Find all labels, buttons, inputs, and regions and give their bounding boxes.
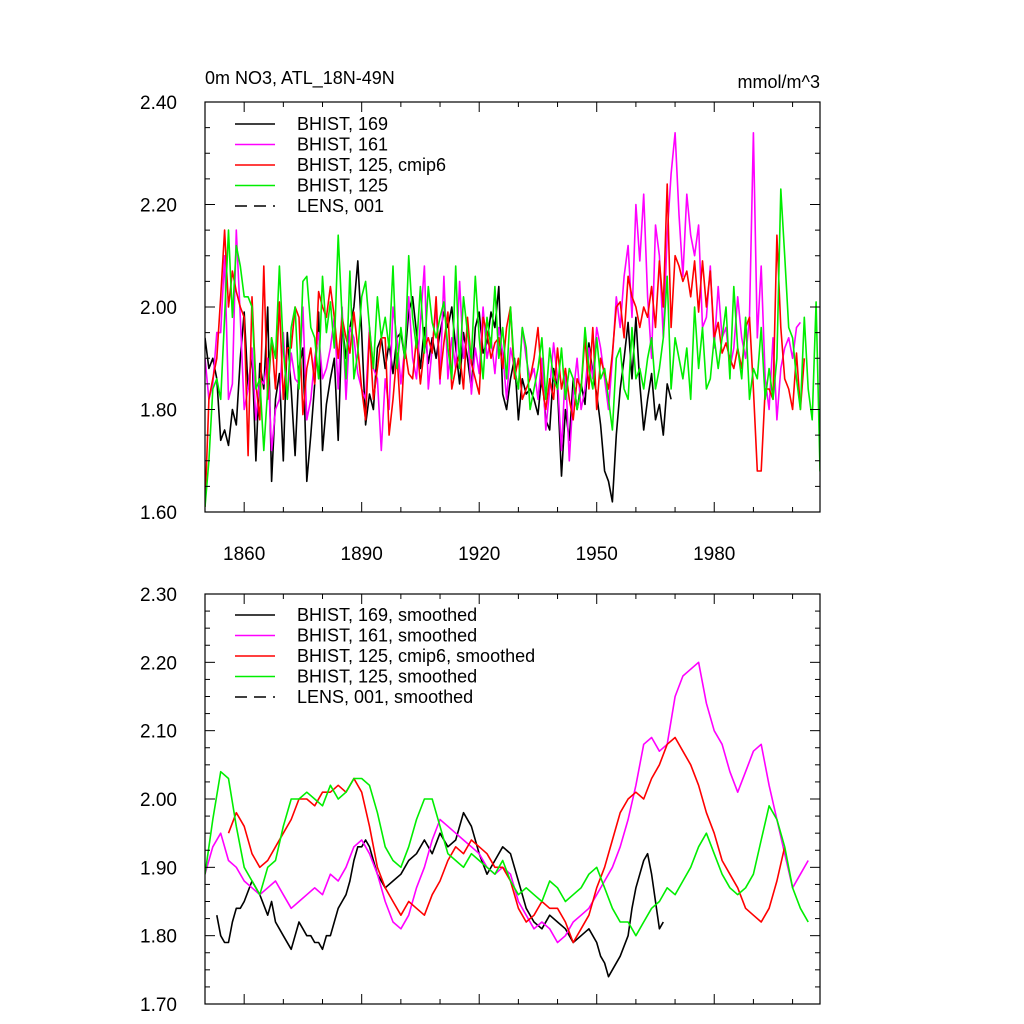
y-tick-label: 1.70 xyxy=(140,995,177,1016)
legend-entry: BHIST, 161, smoothed xyxy=(235,626,477,646)
y-tick-label: 2.00 xyxy=(140,790,177,811)
series-line-bhist-125 xyxy=(205,188,820,507)
legend-entry: BHIST, 125, cmip6, smoothed xyxy=(235,646,535,666)
x-tick-label: 1920 xyxy=(458,544,500,565)
y-tick-label: 1.60 xyxy=(140,503,177,524)
legend-entry: LENS, 001, smoothed xyxy=(235,687,473,707)
series-line-bhist-161-smoothed xyxy=(205,661,809,944)
legend-label: BHIST, 169 xyxy=(297,114,388,134)
legend-entry: BHIST, 169 xyxy=(235,114,388,134)
series-line-bhist-161 xyxy=(205,132,802,462)
legend-entry: LENS, 001 xyxy=(235,196,384,216)
legend-entry: BHIST, 169, smoothed xyxy=(235,605,477,625)
legend-label: BHIST, 125 xyxy=(297,176,388,196)
y-tick-label: 2.30 xyxy=(140,585,177,606)
y-tick-label: 1.90 xyxy=(140,858,177,879)
legend-label: BHIST, 125, cmip6 xyxy=(297,155,446,175)
series-line-bhist-125-cmip6-smoothed xyxy=(227,736,786,944)
series-group xyxy=(205,661,809,978)
top-units-label: mmol/m^3 xyxy=(738,72,820,92)
series-line-bhist-169-smoothed xyxy=(216,811,664,978)
x-tick-label: 1890 xyxy=(341,544,383,565)
legend-label: BHIST, 169, smoothed xyxy=(297,605,477,625)
legend-entry: BHIST, 125, smoothed xyxy=(235,667,477,687)
y-tick-label: 2.00 xyxy=(140,298,177,319)
x-tick-label: 1860 xyxy=(223,544,265,565)
legend-entry: BHIST, 161 xyxy=(235,135,388,155)
legend-label: LENS, 001, smoothed xyxy=(297,687,473,707)
series-group xyxy=(205,132,820,507)
x-tick-label: 1950 xyxy=(576,544,618,565)
y-tick-label: 2.20 xyxy=(140,196,177,217)
y-tick-label: 2.40 xyxy=(140,93,177,114)
legend-label: LENS, 001 xyxy=(297,196,384,216)
legend-label: BHIST, 161 xyxy=(297,135,388,155)
y-tick-label: 2.20 xyxy=(140,653,177,674)
legend-entry: BHIST, 125, cmip6 xyxy=(235,155,446,175)
legend-label: BHIST, 125, cmip6, smoothed xyxy=(297,646,535,666)
y-tick-label: 1.80 xyxy=(140,401,177,422)
y-tick-label: 2.10 xyxy=(140,722,177,743)
legend-entry: BHIST, 125 xyxy=(235,176,388,196)
y-tick-label: 1.80 xyxy=(140,927,177,948)
top-panel: 1.60 1.80 2.00 2.20 2.40 1860 1890 1920 1950 1980… xyxy=(140,93,821,565)
legend-label: BHIST, 125, smoothed xyxy=(297,667,477,687)
x-tick-label: 1980 xyxy=(693,544,735,565)
series-line-bhist-125-smoothed xyxy=(205,770,809,937)
top-title: 0m NO3, ATL_18N-49N xyxy=(205,68,395,89)
bottom-panel: 1.70 1.80 1.90 2.00 2.10 2.20 2.30 BHIST, 169, … xyxy=(140,585,821,1016)
legend-label: BHIST, 161, smoothed xyxy=(297,626,477,646)
